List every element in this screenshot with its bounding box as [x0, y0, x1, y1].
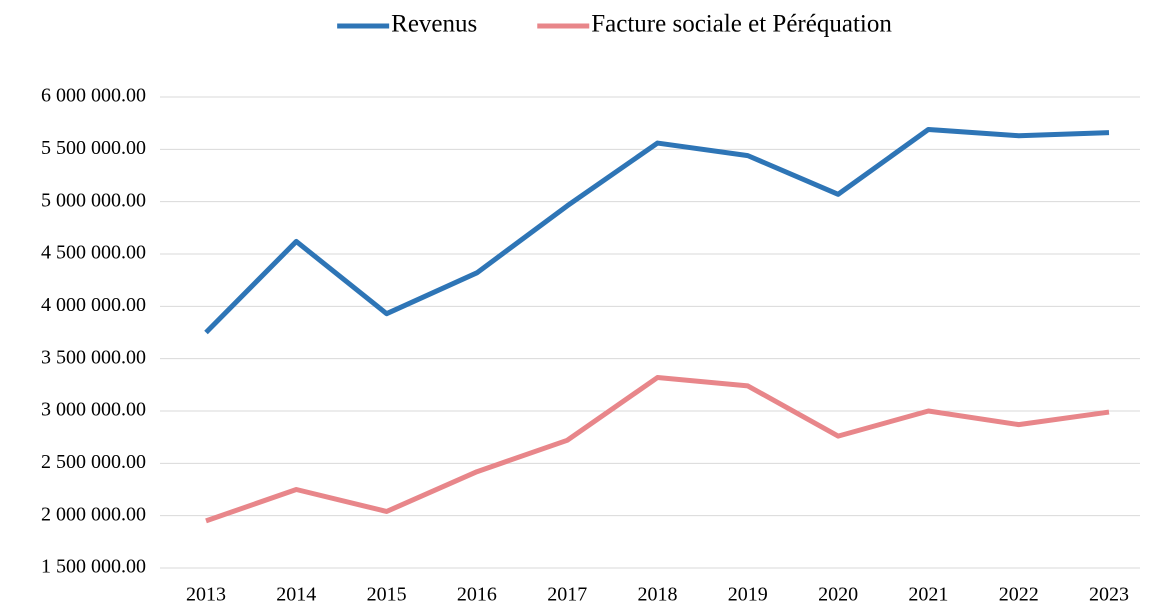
x-tick-label: 2018 — [638, 584, 678, 606]
y-tick-label: 3 500 000.00 — [41, 346, 146, 368]
y-tick-label: 4 500 000.00 — [41, 242, 146, 264]
x-tick-label: 2020 — [818, 584, 858, 606]
y-tick-label: 2 500 000.00 — [41, 451, 146, 473]
y-tick-label: 4 000 000.00 — [41, 294, 146, 316]
series-line — [204, 126, 1110, 335]
y-tick-label: 5 500 000.00 — [41, 137, 146, 159]
y-tick-label: 5 000 000.00 — [41, 189, 146, 211]
x-tick-label: 2023 — [1089, 584, 1129, 606]
x-tick-label: 2013 — [186, 584, 226, 606]
x-tick-label: 2014 — [276, 584, 316, 606]
legend-label: Revenus — [391, 11, 477, 38]
x-tick-label: 2019 — [728, 584, 768, 606]
series-line — [205, 375, 1110, 524]
y-tick-label: 1 500 000.00 — [41, 556, 146, 578]
x-tick-label: 2017 — [547, 584, 587, 606]
x-tick-label: 2015 — [367, 584, 407, 606]
y-tick-label: 3 000 000.00 — [41, 399, 146, 421]
y-tick-label: 6 000 000.00 — [41, 85, 146, 107]
legend-label: Facture sociale et Péréquation — [591, 11, 892, 38]
y-tick-label: 2 000 000.00 — [41, 503, 146, 525]
x-tick-label: 2016 — [457, 584, 497, 606]
x-tick-label: 2021 — [908, 584, 948, 606]
x-tick-label: 2022 — [999, 584, 1039, 606]
